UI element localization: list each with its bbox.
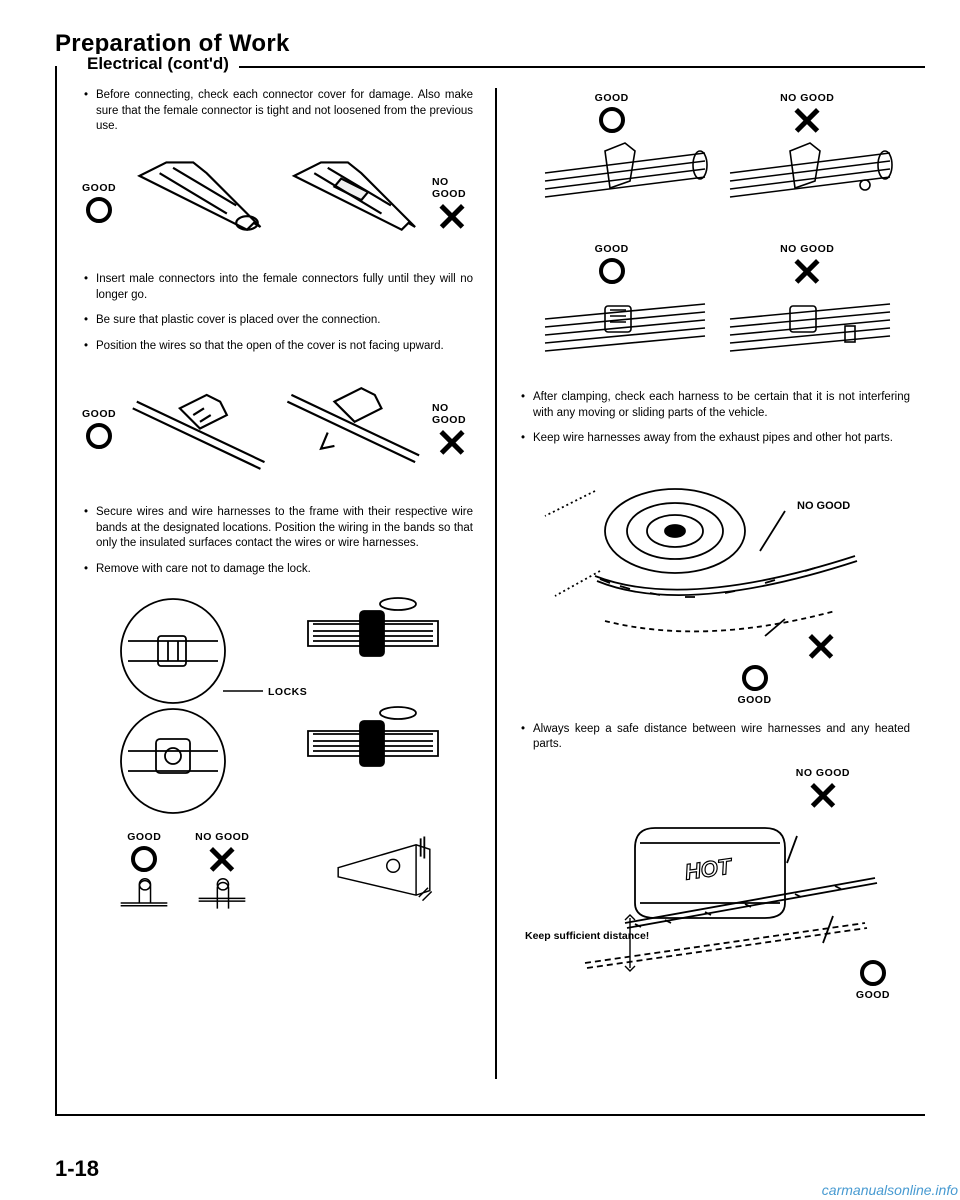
good-indicator-r2: GOOD [595,243,629,284]
fig-wire-bands: LOCKS [82,591,473,821]
section-label: Electrical (cont'd) [77,54,239,74]
no-good-indicator-r4: NO GOOD [796,767,850,808]
good-indicator-r3: GOOD [737,665,771,706]
circle-mark-icon [742,665,768,691]
locks-callout: LOCKS [268,686,307,698]
x-mark-icon [439,429,465,455]
good-indicator-r4: GOOD [856,960,890,1001]
x-mark-icon [439,203,465,229]
panel-clip-sketch [329,831,439,904]
good-indicator-r1: GOOD [595,92,629,133]
connector-sketch-2 [126,368,422,489]
x-mark-icon [794,258,820,284]
x-mark-icon [810,782,836,808]
circle-mark-icon [860,960,886,986]
circle-mark-icon [86,423,112,449]
clip-bad-sketch [194,875,250,912]
no-good-label-3: NO GOOD [195,831,249,843]
fig-hot-part: NO GOOD [519,767,910,1001]
connector-sketch-1 [126,149,422,257]
keep-distance-callout: Keep sufficient distance! [525,930,649,942]
fig-cover-orientation: GOOD NO GOOD [82,368,473,489]
circle-mark-icon [131,846,157,872]
para-position-wires: Position the wires so that the open of t… [82,339,473,355]
harness-clamp-sketch-1 [535,133,895,223]
para-remove-care: Remove with care not to damage the lock. [82,562,473,578]
no-good-label-2: NO GOOD [432,402,473,426]
fig-clamp-1: GOOD NO GOOD [519,92,910,223]
page-number: 1-18 [55,1156,99,1182]
para-insert-male: Insert male connectors into the female c… [82,272,473,303]
x-mark-icon [209,846,235,872]
no-good-label: NO GOOD [432,176,473,200]
clip-good-sketch [116,875,172,912]
para-after-clamping: After clamping, check each harness to be… [519,390,910,421]
no-good-indicator-2: NO GOOD [432,402,473,455]
harness-clamp-sketch-2 [535,284,895,374]
good-indicator: GOOD [82,182,116,223]
para-check-connector: Before connecting, check each connector … [82,88,473,135]
no-good-label-r1: NO GOOD [780,92,834,104]
column-divider [495,88,497,1079]
hot-text: HOT [683,853,734,884]
no-good-label-r4: NO GOOD [796,767,850,779]
no-good-indicator-r3 [808,633,834,659]
content-columns: Before connecting, check each connector … [82,88,910,1099]
para-plastic-cover: Be sure that plastic cover is placed ove… [82,313,473,329]
good-label-r1: GOOD [595,92,629,104]
no-good-indicator-r1: NO GOOD [780,92,834,133]
no-good-label-r2: NO GOOD [780,243,834,255]
good-label-2: GOOD [82,408,116,420]
fig-pulley-harness: NO GOOD GOOD [519,461,910,706]
section-top-rule [237,66,925,68]
para-secure-wires: Secure wires and wire harnesses to the f… [82,505,473,552]
no-good-callout-r3: NO GOOD [797,500,850,512]
no-good-indicator-r2: NO GOOD [780,243,834,284]
right-column: GOOD NO GOOD [519,88,910,1099]
good-label-r3: GOOD [737,694,771,706]
para-keep-away-exhaust: Keep wire harnesses away from the exhaus… [519,431,910,447]
pulley-sketch: NO GOOD [535,461,895,661]
good-indicator-2: GOOD [82,408,116,449]
good-label-r4: GOOD [856,989,890,1001]
no-good-indicator-3: NO GOOD [194,831,250,912]
fig-clips: GOOD NO GOOD [82,831,473,912]
wire-band-sketch: LOCKS [98,591,458,821]
good-label-3: GOOD [127,831,161,843]
circle-mark-icon [599,258,625,284]
circle-mark-icon [599,107,625,133]
fig-connector-cover: GOOD NO GOOD [82,149,473,257]
watermark: carmanualsonline.info [822,1182,958,1198]
section-frame: Electrical (cont'd) Before connecting, c… [55,66,925,1116]
left-column: Before connecting, check each connector … [82,88,473,1099]
para-safe-distance: Always keep a safe distance between wire… [519,722,910,753]
x-mark-icon [794,107,820,133]
no-good-indicator: NO GOOD [432,176,473,229]
circle-mark-icon [86,197,112,223]
fig-clamp-2: GOOD NO GOOD [519,243,910,374]
good-label-r2: GOOD [595,243,629,255]
good-indicator-3: GOOD [116,831,172,912]
x-mark-icon [808,633,834,659]
good-label: GOOD [82,182,116,194]
